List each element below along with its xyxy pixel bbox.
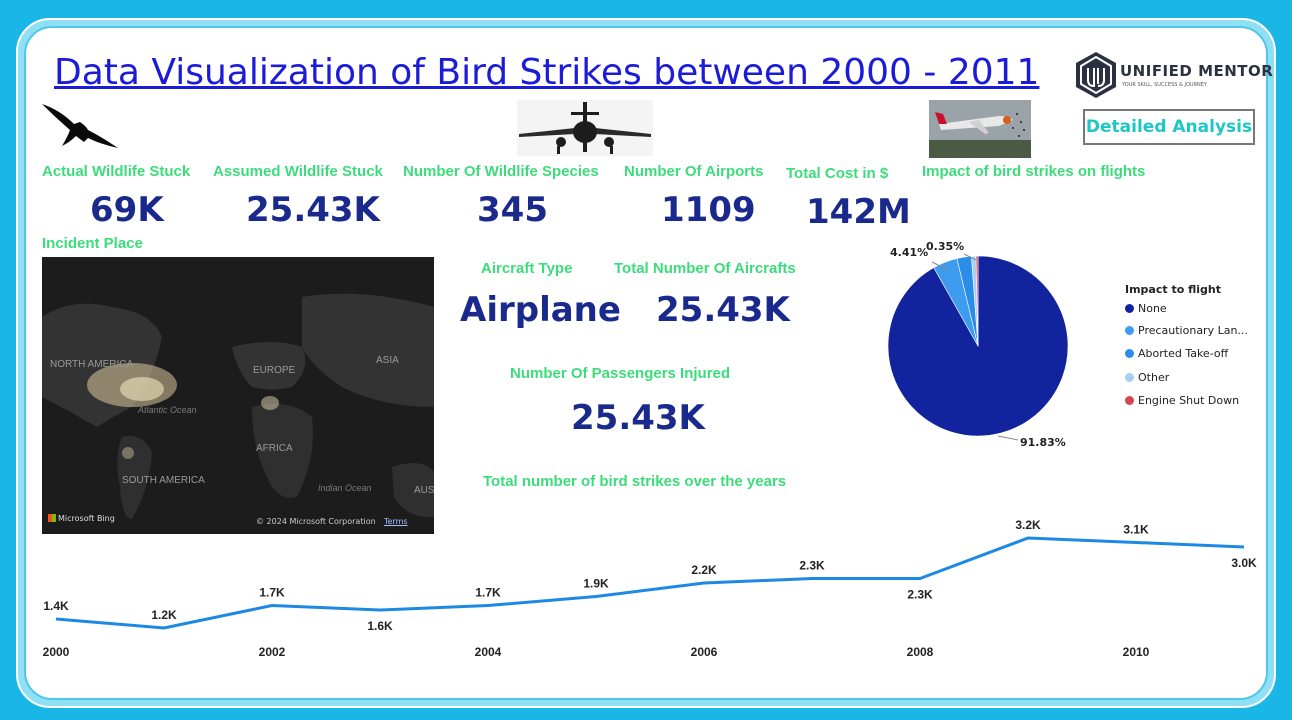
map-ocean-label: Indian Ocean (318, 483, 372, 493)
legend-item-engine-shutdown[interactable]: Engine Shut Down (1125, 394, 1239, 407)
kpi-species-value: 345 (477, 190, 548, 230)
impact-title: Impact of bird strikes on flights (922, 163, 1146, 180)
legend-dot (1125, 326, 1134, 335)
legend-dot (1125, 304, 1134, 313)
pie-legend-title: Impact to flight (1125, 283, 1221, 296)
map-region-label: AUS (414, 485, 434, 496)
aircraft-type-value: Airplane (460, 290, 621, 330)
pie-label-none: 91.83% (1020, 436, 1066, 449)
incident-map[interactable]: NORTH AMERICA EUROPE ASIA AFRICA SOUTH A… (42, 257, 434, 534)
map-region-label: AFRICA (256, 443, 293, 454)
x-tick-label: 2006 (691, 645, 718, 659)
total-aircrafts-value: 25.43K (656, 290, 790, 330)
total-aircrafts-label: Total Number Of Aircrafts (614, 260, 796, 277)
data-label: 1.9K (583, 577, 609, 591)
x-tick-label: 2004 (475, 645, 502, 659)
legend-dot (1125, 373, 1134, 382)
map-copyright: © 2024 Microsoft Corporation (256, 517, 376, 526)
kpi-airports-label: Number Of Airports (624, 163, 764, 180)
pie-leader-line (963, 253, 977, 261)
map-region-label: NORTH AMERICA (50, 359, 134, 370)
legend-label: Engine Shut Down (1138, 394, 1240, 407)
x-tick-label: 2008 (907, 645, 934, 659)
data-label: 2.3K (799, 559, 825, 573)
kpi-species-label: Number Of Wildlife Species (403, 163, 599, 180)
data-label: 1.4K (43, 599, 69, 613)
series-line[interactable] (55, 536, 1245, 630)
data-label: 3.0K (1231, 556, 1257, 570)
map-region-label: ASIA (376, 355, 399, 366)
data-label: 1.6K (367, 619, 393, 633)
bird-strike-photo (929, 100, 1031, 158)
bing-attribution: Microsoft Bing (48, 514, 115, 523)
map-region-label: SOUTH AMERICA (122, 475, 205, 486)
kpi-assumed-wildlife-value: 25.43K (246, 190, 380, 230)
kpi-assumed-wildlife-label: Assumed Wildlife Stuck (213, 163, 383, 180)
legend-item-aborted[interactable]: Aborted Take-off (1125, 347, 1228, 360)
kpi-actual-wildlife-value: 69K (90, 190, 164, 230)
line-chart-title: Total number of bird strikes over the ye… (483, 473, 787, 490)
map-land (42, 293, 434, 519)
map-region-label: EUROPE (253, 365, 296, 376)
incident-place-label: Incident Place (42, 235, 143, 252)
pie-leader-line (997, 435, 1019, 441)
data-label: 2.3K (907, 588, 933, 602)
bird-strikes-line-chart[interactable]: 1.4K 1.2K 1.7K 1.6K 1.7K 1.9K 2.2K 2.3K 2.3K 3.2K… (30, 500, 1260, 670)
legend-label: Precautionary Lan... (1138, 324, 1248, 337)
map-terms-link[interactable]: Terms (384, 517, 408, 526)
passengers-injured-value: 25.43K (571, 398, 705, 438)
data-label: 3.2K (1015, 518, 1041, 532)
kpi-cost-value: 142M (806, 192, 911, 232)
passengers-injured-label: Number Of Passengers Injured (510, 365, 731, 382)
legend-label: None (1138, 302, 1167, 315)
x-tick-label: 2010 (1123, 645, 1150, 659)
data-label: 1.7K (475, 586, 501, 600)
kpi-airports-value: 1109 (661, 190, 756, 230)
airplane-icon (517, 100, 653, 156)
x-tick-label: 2000 (43, 645, 70, 659)
impact-pie-chart[interactable] (880, 240, 1080, 455)
logo-tagline: YOUR SKILL, SUCCESS & JOURNEY (1122, 82, 1208, 88)
page-title: Data Visualization of Bird Strikes betwe… (54, 52, 1040, 93)
x-tick-label: 2002 (259, 645, 286, 659)
legend-item-none[interactable]: None (1125, 302, 1167, 315)
kpi-actual-wildlife-label: Actual Wildlife Stuck (42, 163, 191, 180)
data-label: 3.1K (1123, 523, 1149, 537)
pie-slice[interactable] (975, 255, 979, 347)
data-label: 1.2K (151, 608, 177, 622)
legend-dot (1125, 396, 1134, 405)
kpi-cost-label: Total Cost in $ (786, 165, 889, 182)
map-ocean-label: Atlantic Ocean (138, 405, 197, 415)
legend-item-precautionary[interactable]: Precautionary Lan... (1125, 324, 1248, 337)
legend-label: Aborted Take-off (1138, 347, 1229, 360)
legend-label: Other (1138, 371, 1170, 384)
unified-mentor-logo (1076, 52, 1116, 98)
data-label: 1.7K (259, 586, 285, 600)
data-label: 2.2K (691, 563, 717, 577)
pie-label-precautionary: 4.41% (890, 246, 929, 259)
legend-item-other[interactable]: Other (1125, 371, 1169, 384)
logo-name: UNIFIED MENTOR (1120, 62, 1274, 80)
detailed-analysis-button[interactable]: Detailed Analysis (1083, 109, 1255, 145)
pie-leader-line (931, 261, 949, 271)
legend-dot (1125, 349, 1134, 358)
bird-icon (42, 104, 118, 148)
pie-label-engine-shutdown: 0.35% (926, 240, 965, 253)
aircraft-type-label: Aircraft Type (481, 260, 573, 277)
